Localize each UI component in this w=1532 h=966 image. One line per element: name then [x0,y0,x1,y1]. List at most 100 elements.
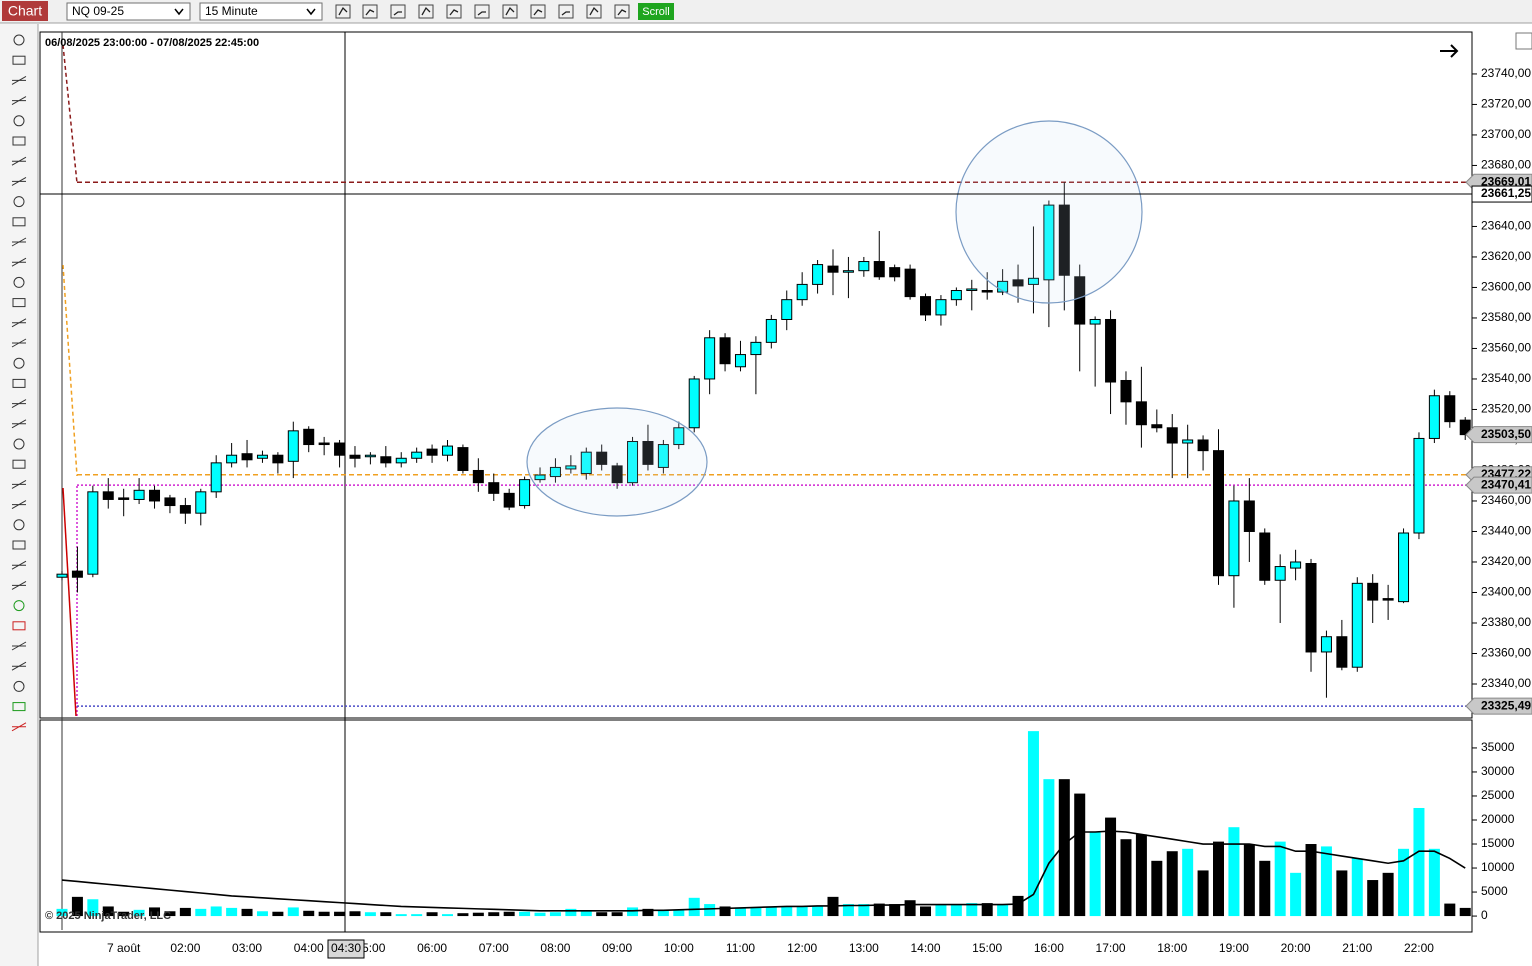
tool-glyph [533,9,543,16]
volume-bar [364,912,376,917]
tool-icon[interactable] [11,560,27,570]
candle-body [118,497,130,500]
y-tick-label: 35000 [1481,740,1515,754]
candle-body [318,442,330,446]
volume-bar [318,911,330,917]
scroll-arrow[interactable] [1440,44,1459,58]
crosshair-time-box [327,939,365,959]
tool-icon[interactable] [11,641,27,651]
tool-icon[interactable] [13,34,25,46]
y-tick-label: 0 [1481,908,1488,922]
tool-icon[interactable] [13,357,25,369]
candle-body [1105,318,1117,383]
volume-bar [56,908,68,917]
tool-glyph [421,6,431,16]
tool-icon[interactable] [11,338,27,348]
volume-bar [673,910,685,917]
tool-icon[interactable] [12,459,26,469]
volume-bar [858,904,870,917]
tool-glyph [449,9,459,16]
volume-bar [1351,858,1363,917]
tool-icon[interactable] [12,702,26,712]
tool-icon[interactable] [12,540,26,550]
tool-icon[interactable] [558,4,574,19]
tool-icon[interactable] [12,378,26,388]
tool-icon[interactable] [12,136,26,146]
candle-body [395,457,407,464]
scroll-button[interactable] [638,3,674,20]
candle-body [935,299,947,316]
x-tick-label: 08:00 [540,941,570,955]
tool-icon[interactable] [13,680,25,692]
date-range: 06/08/2025 23:00:00 - 07/08/2025 22:45:0… [45,37,259,49]
tool-icon[interactable] [13,438,25,450]
volume-bar [704,904,716,917]
tool-icon[interactable] [11,156,27,166]
crosshair-price-label: 23661,25 [1481,186,1531,200]
candle-body [442,445,453,456]
chart-tab[interactable] [2,1,48,21]
tool-icon[interactable] [502,4,518,19]
annotation-ellipse[interactable] [526,407,708,517]
tool-icon[interactable] [11,419,27,429]
volume-bar [920,906,932,917]
tool-icon[interactable] [13,115,25,127]
tool-icon[interactable] [11,722,27,732]
tool-icon[interactable] [12,217,26,227]
candle-body [1259,532,1271,581]
tool-icon[interactable] [11,237,27,247]
tool-icon[interactable] [418,4,434,19]
volume-average [61,830,1466,912]
candle-body [704,337,716,380]
tool-icon[interactable] [12,298,26,308]
tool-icon[interactable] [11,479,27,489]
volume-bar [210,906,222,917]
volume-bar [164,911,176,917]
volume-bar [1074,793,1086,917]
volume-bar [1259,860,1271,917]
tool-icon[interactable] [11,257,27,267]
tool-icon[interactable] [13,276,25,288]
tool-icon[interactable] [11,176,27,186]
tool-icon[interactable] [390,4,406,19]
tool-icon[interactable] [474,4,490,19]
tool-icon[interactable] [530,4,546,19]
tool-icon[interactable] [13,600,25,612]
tool-icon[interactable] [614,4,630,19]
tool-icon[interactable] [446,4,462,19]
tool-icon[interactable] [11,399,27,409]
panel-button[interactable] [1515,32,1532,50]
tool-glyph [365,9,375,16]
tool-icon[interactable] [11,661,27,671]
instrument-select[interactable] [66,2,191,21]
x-tick-label: 16:00 [1034,941,1064,955]
annotation-ellipse[interactable] [955,120,1143,304]
price-marker-label: 23669,01 [1481,174,1531,188]
volume-bar [734,907,746,917]
volume-bar [1305,844,1317,917]
volume-bar [950,904,962,917]
volume-bar [472,912,484,917]
tool-icon[interactable] [11,318,27,328]
volume-bar [102,906,114,917]
tool-icon[interactable] [12,621,26,631]
candle-body [627,440,639,484]
tool-icon[interactable] [11,580,27,590]
volume-bar [781,906,793,917]
tool-icon[interactable] [11,500,27,510]
tool-icon[interactable] [12,55,26,65]
interval-select[interactable] [199,2,323,21]
tool-icon[interactable] [11,75,27,85]
tool-icon[interactable] [586,4,602,19]
level-connector [62,44,78,184]
candle-body [796,283,808,301]
candle-body [1444,395,1456,423]
tool-icon[interactable] [362,4,378,19]
tool-icon[interactable] [13,519,25,531]
tool-icon[interactable] [335,4,351,19]
tool-icon[interactable] [11,96,27,106]
plot-area [56,182,1471,917]
tool-icon[interactable] [13,196,25,208]
candle-body [1320,636,1332,653]
